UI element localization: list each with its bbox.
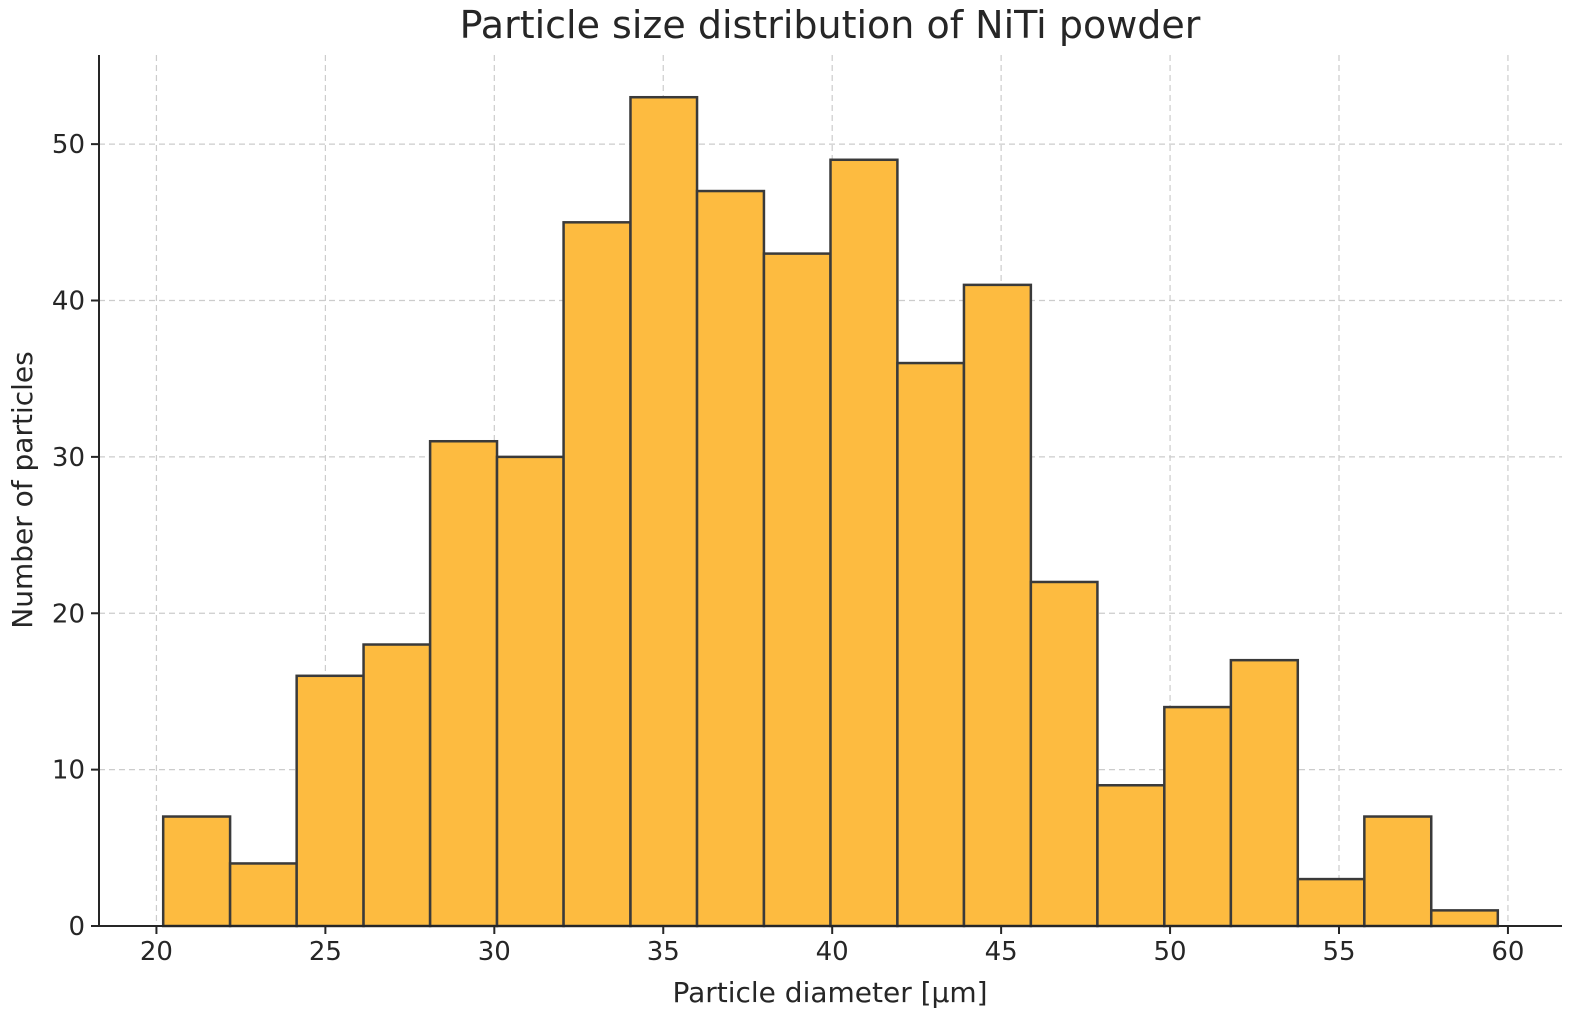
histogram-bar (495, 455, 565, 928)
histogram-bar (1296, 877, 1366, 928)
histogram-bar (161, 815, 232, 928)
histogram-bar (228, 862, 298, 928)
y-tick-label: 20 (52, 599, 85, 629)
y-tick-label: 40 (52, 287, 85, 317)
histogram-bar (1229, 658, 1300, 928)
histogram-bar (629, 95, 699, 928)
x-tick-label: 50 (1154, 937, 1187, 967)
y-tick-label: 10 (52, 756, 85, 786)
x-tick-label: 45 (985, 937, 1018, 967)
ticks-layer: 20 25 30 35 40 45 50 55 60 0 10 20 30 40 50 (52, 130, 1525, 967)
x-tick-label: 25 (309, 937, 342, 967)
histogram-bar (1163, 705, 1233, 928)
x-tick-label: 55 (1322, 937, 1355, 967)
y-tick-label: 0 (68, 912, 85, 942)
x-tick-label: 20 (140, 937, 173, 967)
x-tick-label: 60 (1491, 937, 1524, 967)
x-tick-label: 40 (816, 937, 849, 967)
axes-layer (98, 55, 1562, 927)
histogram-bar (1429, 909, 1500, 928)
histogram-bar (1096, 784, 1166, 928)
histogram-bar (362, 643, 432, 928)
histogram-bar (896, 361, 966, 928)
histogram-bar (1029, 580, 1099, 928)
y-axis-label: Number of particles (6, 351, 39, 628)
y-tick-label: 30 (52, 443, 85, 473)
bars-layer (161, 95, 1500, 928)
x-tick-label: 35 (647, 937, 680, 967)
histogram-bar (295, 674, 365, 928)
histogram-bar (762, 252, 832, 928)
histogram-bar (562, 221, 632, 928)
histogram-bar (428, 439, 499, 928)
histogram-bar (695, 189, 766, 928)
x-tick-label: 30 (478, 937, 511, 967)
chart-title: Particle size distribution of NiTi powde… (460, 3, 1201, 47)
histogram-bar (1363, 815, 1433, 928)
x-axis-label: Particle diameter [μm] (672, 976, 987, 1009)
histogram-bar (829, 158, 899, 928)
y-tick-label: 50 (52, 130, 85, 160)
histogram-bar (962, 283, 1033, 928)
